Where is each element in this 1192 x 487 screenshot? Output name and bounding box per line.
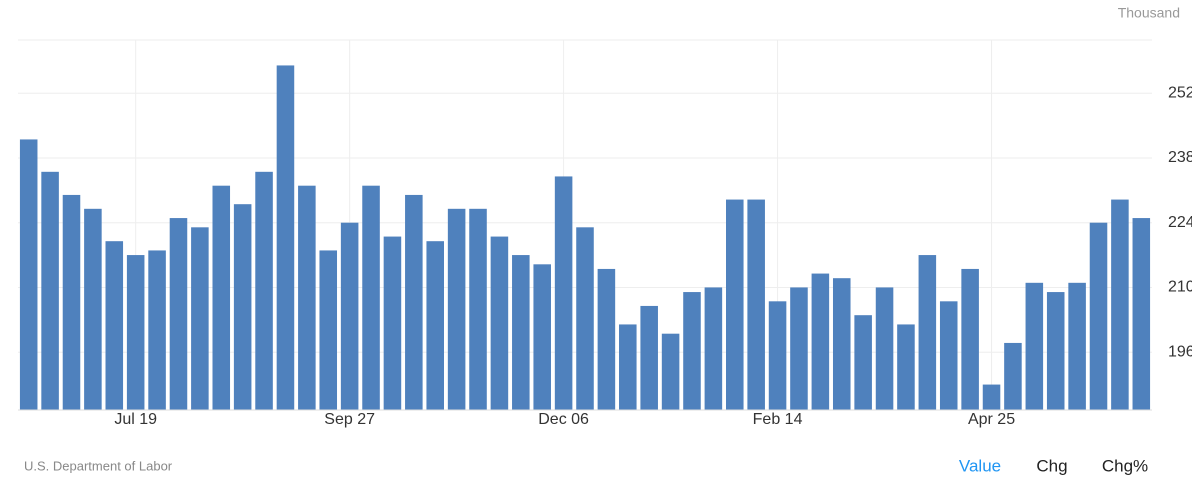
bar	[105, 241, 124, 410]
bar	[255, 171, 273, 410]
bar	[918, 255, 937, 410]
bar	[62, 194, 81, 410]
bar	[148, 250, 166, 410]
bar	[1111, 199, 1129, 410]
bar	[447, 208, 466, 410]
bar	[875, 287, 894, 410]
bar	[811, 273, 830, 410]
x-tick-label: Feb 14	[753, 411, 803, 428]
tab-button[interactable]: Chg	[1036, 456, 1067, 475]
bar	[1025, 282, 1044, 410]
bar	[1089, 222, 1108, 410]
bar	[832, 278, 851, 410]
bar	[747, 199, 765, 410]
y-tick-label: 210	[1168, 279, 1192, 296]
y-tick-label: 238	[1168, 149, 1192, 166]
bar	[84, 208, 102, 410]
bar	[276, 65, 295, 410]
y-tick-label: 224	[1168, 214, 1192, 231]
bar	[469, 208, 487, 410]
bar	[554, 176, 573, 410]
bar	[126, 255, 145, 410]
x-tick-label: Sep 27	[324, 411, 375, 428]
bar	[426, 241, 444, 410]
bar	[512, 255, 530, 410]
bar	[704, 287, 723, 410]
source: U.S. Department of Labor	[24, 458, 173, 473]
bar	[790, 287, 808, 410]
bar	[939, 301, 958, 410]
bar	[961, 268, 979, 410]
bar	[1004, 342, 1022, 410]
bar	[982, 384, 1001, 410]
bar	[897, 324, 915, 410]
tab-button[interactable]: Chg%	[1102, 456, 1148, 475]
bar	[405, 194, 423, 410]
bar	[41, 171, 59, 410]
bar	[233, 204, 252, 410]
bar	[854, 315, 872, 410]
unit-label: Thousand	[1118, 5, 1180, 21]
bar	[640, 305, 658, 410]
bar	[533, 264, 551, 410]
bar	[490, 236, 509, 410]
bar	[319, 250, 338, 410]
bar	[576, 227, 594, 410]
x-tick-label: Dec 06	[538, 411, 589, 428]
bar	[212, 185, 231, 410]
bar	[726, 199, 744, 410]
bar	[1068, 282, 1086, 410]
tab-button[interactable]: Value	[959, 456, 1001, 475]
x-tick-label: Apr 25	[968, 411, 1015, 428]
bar	[683, 292, 701, 410]
bar	[768, 301, 787, 410]
bar	[298, 185, 316, 410]
bar	[191, 227, 209, 410]
bar	[169, 218, 188, 410]
bar	[340, 222, 359, 410]
y-tick-label: 252	[1168, 84, 1192, 101]
bar	[619, 324, 637, 410]
bar	[362, 185, 380, 410]
bar	[661, 333, 680, 410]
bar	[597, 268, 616, 410]
bar	[1132, 218, 1151, 410]
bar	[19, 139, 38, 410]
bar	[1046, 292, 1065, 410]
y-tick-label: 196	[1168, 343, 1192, 360]
bar	[383, 236, 402, 410]
x-tick-label: Jul 19	[114, 411, 157, 428]
